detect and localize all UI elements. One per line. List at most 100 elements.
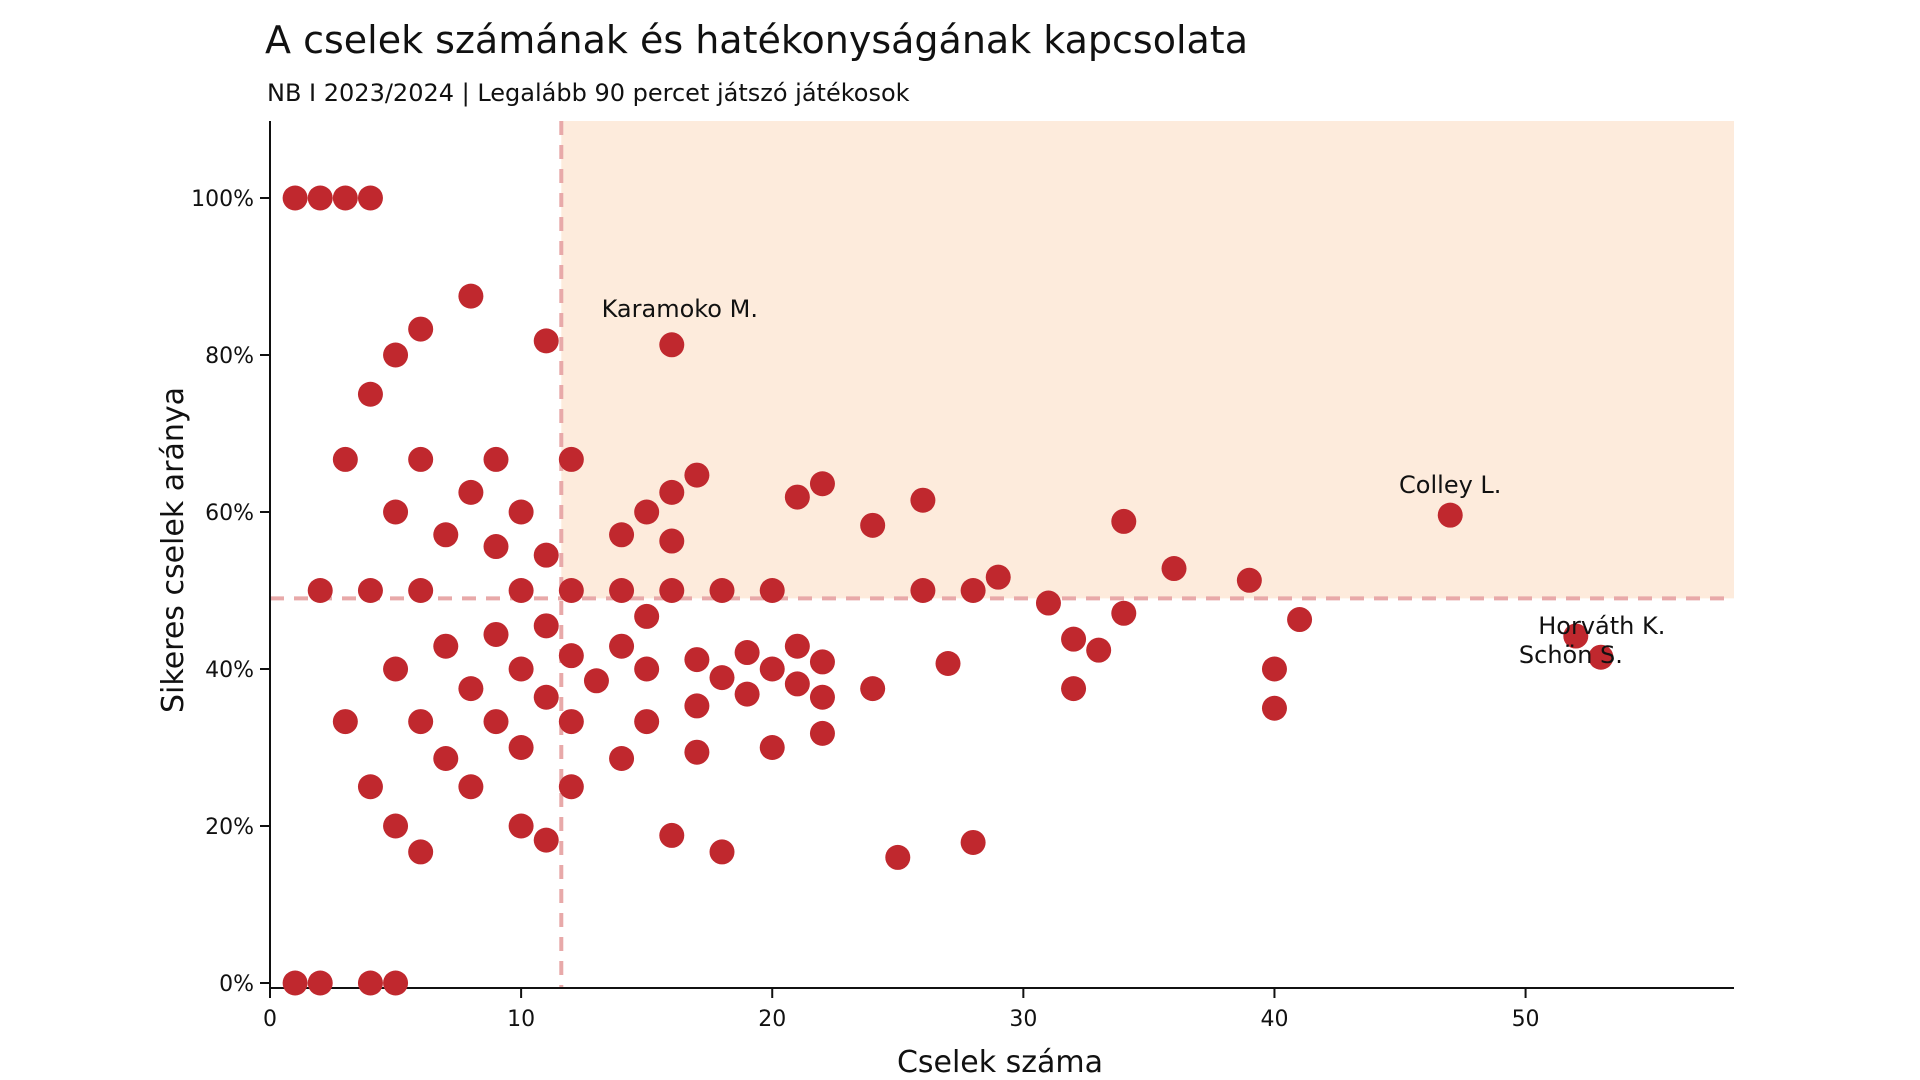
- data-point: [357, 185, 383, 211]
- data-point: [483, 534, 509, 560]
- y-tick-label: 0%: [219, 972, 254, 997]
- data-point: [659, 479, 685, 505]
- data-point: [709, 839, 735, 865]
- data-point: [759, 578, 785, 603]
- highlight-quadrant: [561, 121, 1734, 599]
- data-point: [383, 813, 409, 839]
- data-point: [383, 656, 409, 682]
- data-point: [307, 970, 333, 996]
- data-point: [1261, 695, 1287, 721]
- data-point: [1035, 590, 1061, 616]
- points-layer: [282, 185, 1614, 996]
- y-tick-label: 20%: [205, 815, 254, 840]
- x-axis-title: Cselek száma: [897, 1045, 1103, 1080]
- data-point: [634, 709, 660, 735]
- data-point: [609, 633, 635, 659]
- highlight-layer: [561, 121, 1734, 599]
- x-tick-label: 30: [1009, 1007, 1037, 1032]
- data-point: [1086, 637, 1112, 663]
- data-point: [357, 970, 383, 996]
- data-point: [383, 499, 409, 525]
- chart-title: A cselek számának és hatékonyságának kap…: [265, 18, 1248, 62]
- data-point: [307, 578, 333, 603]
- data-point: [684, 693, 710, 719]
- data-point: [634, 499, 660, 525]
- data-point: [1061, 676, 1087, 702]
- data-point: [508, 499, 534, 525]
- data-point: [684, 647, 710, 673]
- data-point: [634, 603, 660, 629]
- data-point: [1261, 656, 1287, 682]
- data-point: [659, 528, 685, 554]
- data-point: [1111, 508, 1137, 534]
- data-point: [1563, 623, 1589, 649]
- x-tick-label: 0: [263, 1007, 277, 1032]
- data-point: [960, 829, 986, 855]
- data-point: [935, 651, 961, 677]
- data-point: [357, 381, 383, 407]
- data-point: [734, 640, 760, 666]
- y-tick-label: 80%: [205, 344, 254, 369]
- data-point: [609, 745, 635, 771]
- data-point: [860, 512, 886, 538]
- axes: 0 10 20 30 40 50 0% 20% 40% 60% 80% 100%: [191, 121, 1734, 1032]
- data-point: [809, 471, 835, 497]
- data-point: [433, 745, 459, 771]
- data-point: [483, 621, 509, 647]
- data-point: [1236, 567, 1262, 593]
- data-point: [1061, 626, 1087, 652]
- data-point: [1161, 556, 1187, 582]
- data-point: [508, 578, 534, 603]
- data-point: [734, 681, 760, 707]
- data-point: [558, 578, 584, 603]
- data-point: [357, 774, 383, 800]
- data-point: [609, 522, 635, 548]
- x-tick-label: 40: [1260, 1007, 1288, 1032]
- data-point: [558, 643, 584, 669]
- data-point: [684, 739, 710, 765]
- chart-subtitle: NB I 2023/2024 | Legalább 90 percet játs…: [267, 79, 910, 107]
- data-point: [332, 709, 358, 735]
- data-point: [960, 578, 986, 603]
- annotations-layer: Karamoko M. Colley L. Horváth K.Schön S.: [602, 295, 1666, 669]
- data-point: [483, 446, 509, 472]
- data-point: [408, 709, 434, 735]
- data-point: [759, 735, 785, 760]
- data-point: [307, 185, 333, 211]
- data-point: [408, 578, 434, 603]
- data-point: [458, 676, 484, 702]
- data-point: [508, 656, 534, 682]
- data-point: [684, 462, 710, 488]
- data-point: [332, 185, 358, 211]
- data-point: [759, 656, 785, 682]
- data-point: [383, 342, 409, 368]
- data-point: [533, 542, 559, 568]
- data-point: [508, 813, 534, 839]
- point-annotation: Schön S.: [1519, 641, 1623, 669]
- data-point: [709, 665, 735, 691]
- data-point: [784, 671, 810, 697]
- data-point: [910, 487, 936, 513]
- data-point: [634, 656, 660, 682]
- data-point: [809, 720, 835, 746]
- data-point: [282, 970, 308, 996]
- data-point: [1437, 502, 1463, 528]
- data-point: [1111, 600, 1137, 626]
- point-annotation: Colley L.: [1399, 471, 1501, 499]
- data-point: [408, 446, 434, 472]
- point-annotation: Karamoko M.: [602, 295, 758, 323]
- data-point: [282, 185, 308, 211]
- data-point: [458, 283, 484, 309]
- data-point: [609, 578, 635, 603]
- data-point: [659, 822, 685, 848]
- data-point: [408, 316, 434, 342]
- data-point: [558, 709, 584, 735]
- x-tick-label: 10: [507, 1007, 535, 1032]
- x-tick-label: 50: [1512, 1007, 1540, 1032]
- y-tick-label: 100%: [191, 187, 254, 212]
- data-point: [558, 446, 584, 472]
- y-axis-title: Sikeres cselek aránya: [156, 387, 191, 713]
- data-point: [985, 564, 1011, 590]
- data-point: [809, 684, 835, 710]
- data-point: [433, 633, 459, 659]
